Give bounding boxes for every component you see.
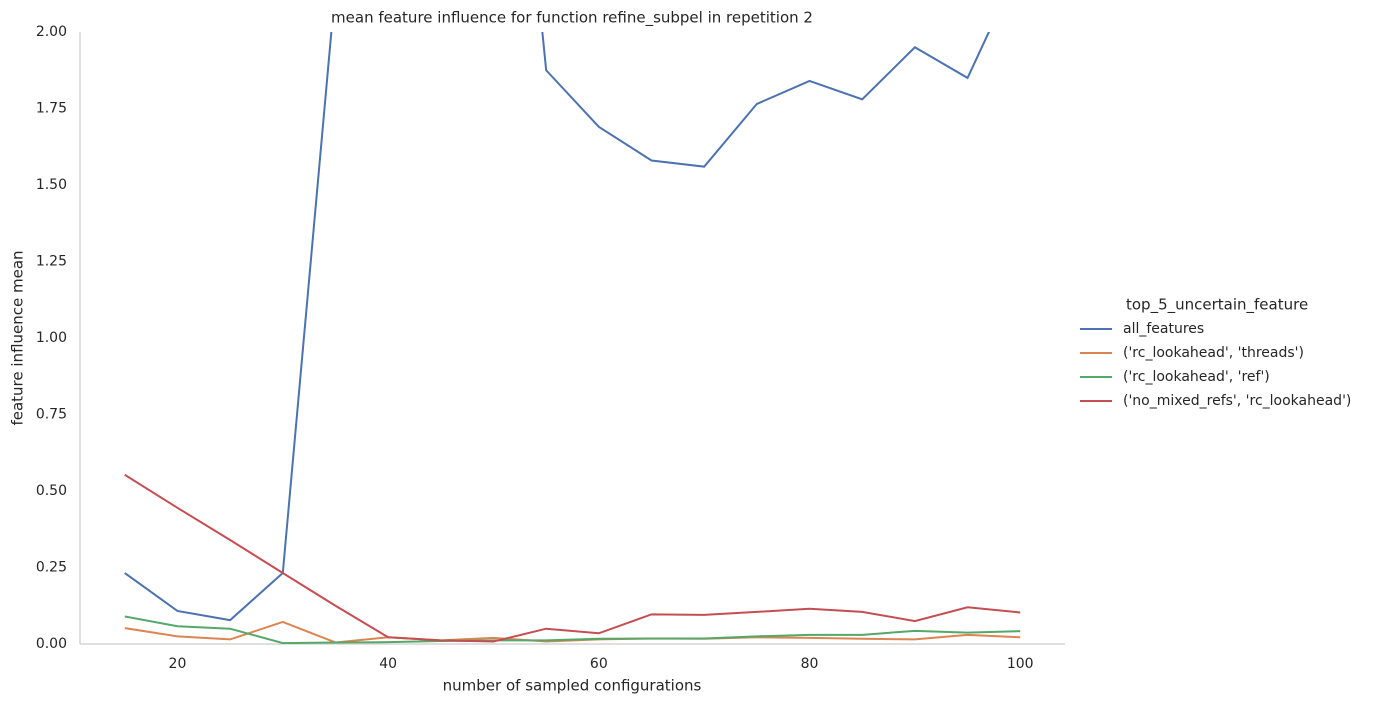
y-tick-label: 0.25 bbox=[36, 560, 67, 576]
y-tick-label: 1.50 bbox=[36, 177, 67, 193]
y-tick-label: 2.00 bbox=[36, 24, 67, 40]
y-tick-label: 1.00 bbox=[36, 330, 67, 346]
x-tick-label: 100 bbox=[1007, 656, 1034, 672]
y-tick-label: 0.75 bbox=[36, 407, 67, 423]
x-axis-label: number of sampled configurations bbox=[443, 677, 702, 695]
y-tick-label: 1.25 bbox=[36, 254, 67, 270]
x-tick-label: 40 bbox=[379, 656, 397, 672]
series-line bbox=[124, 32, 991, 622]
legend-label: ('rc_lookahead', 'threads') bbox=[1123, 345, 1304, 361]
y-axis-label: feature influence mean bbox=[9, 250, 27, 425]
y-tick-label: 1.75 bbox=[36, 101, 67, 117]
x-tick-label: 60 bbox=[590, 656, 608, 672]
legend-label: ('no_mixed_refs', 'rc_lookahead') bbox=[1123, 393, 1351, 409]
legend-label: all_features bbox=[1123, 321, 1204, 337]
legend-label: ('rc_lookahead', 'ref') bbox=[1123, 369, 1270, 385]
y-tick-label: 0.00 bbox=[36, 636, 67, 652]
series-line bbox=[124, 473, 1021, 643]
series-line bbox=[124, 615, 1021, 644]
legend-title: top_5_uncertain_feature bbox=[1126, 296, 1308, 315]
y-tick-label: 0.50 bbox=[36, 483, 67, 499]
chart-title: mean feature influence for function refi… bbox=[331, 9, 813, 28]
x-tick-label: 20 bbox=[169, 656, 187, 672]
x-tick-label: 80 bbox=[801, 656, 819, 672]
plot-area bbox=[124, 32, 1021, 644]
